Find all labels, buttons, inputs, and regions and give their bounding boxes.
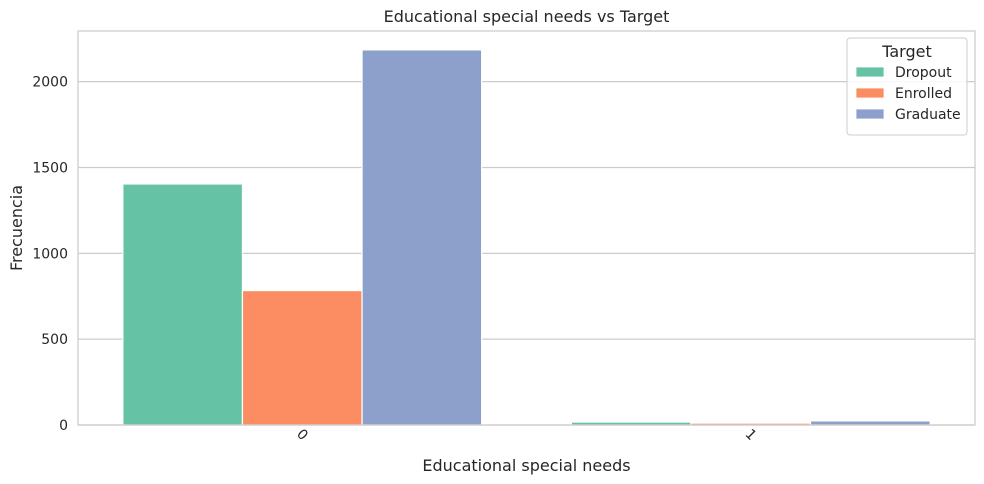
- y-tick-label: 1500: [32, 160, 68, 176]
- y-tick-label: 500: [41, 332, 68, 348]
- legend-label-graduate: Graduate: [895, 107, 961, 123]
- legend-swatch-dropout: [855, 66, 885, 78]
- plot-area-frame: [77, 30, 976, 426]
- bar-graduate-0: [361, 49, 483, 426]
- y-axis-label: Frecuencia: [7, 185, 26, 271]
- legend-swatch-enrolled: [855, 87, 885, 99]
- y-tick-labels: 0 500 1000 1500 2000: [32, 75, 68, 434]
- x-axis-label: Educational special needs: [422, 456, 630, 475]
- bars: [122, 49, 931, 426]
- legend: Target Dropout Enrolled Graduate: [846, 37, 968, 136]
- legend-label-enrolled: Enrolled: [895, 86, 952, 102]
- legend-label-dropout: Dropout: [895, 65, 952, 81]
- legend-swatch-graduate: [855, 108, 885, 120]
- y-tick-label: 0: [59, 418, 68, 434]
- y-tick-label: 1000: [32, 246, 68, 262]
- legend-items: Dropout Enrolled Graduate: [855, 65, 961, 123]
- bar-enrolled-0: [241, 289, 363, 426]
- y-tick-label: 2000: [32, 75, 68, 91]
- bar-dropout-0: [122, 183, 244, 426]
- chart-title: Educational special needs vs Target: [384, 7, 670, 26]
- legend-title: Target: [881, 42, 932, 61]
